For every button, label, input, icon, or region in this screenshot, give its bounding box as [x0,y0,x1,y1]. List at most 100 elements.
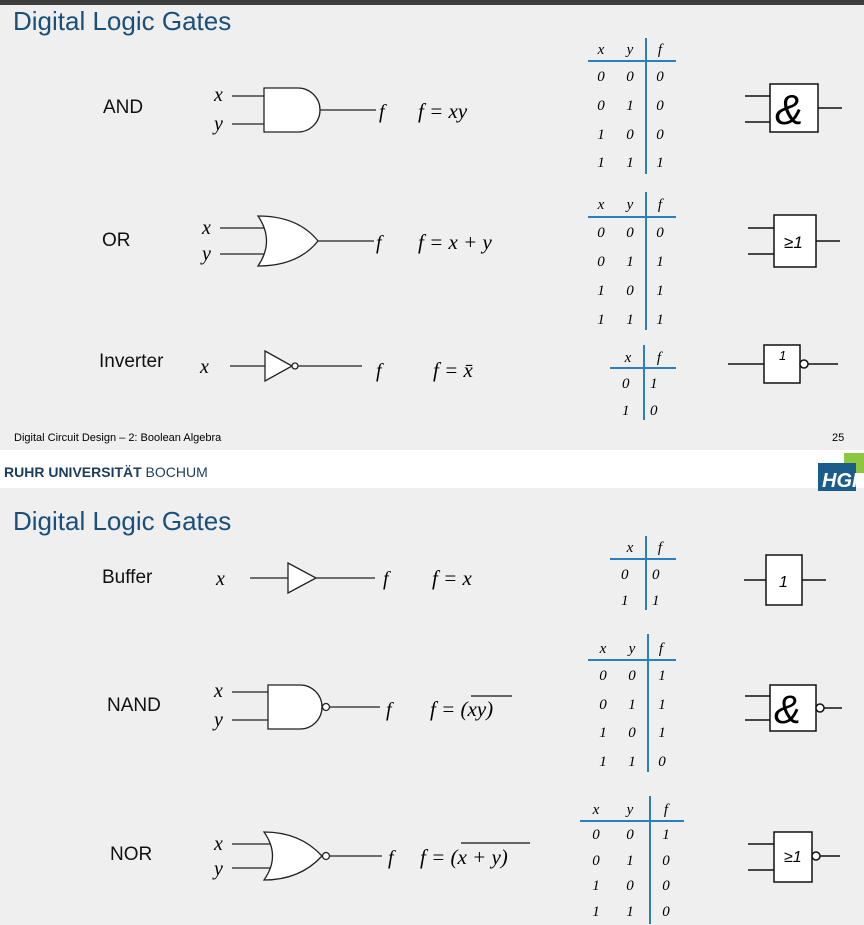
svg-text:0: 0 [626,127,634,143]
svg-text:1: 1 [626,155,634,171]
inverter-iec-symbol [728,344,838,384]
svg-text:1: 1 [592,878,600,894]
svg-text:0: 0 [656,69,664,85]
nor-gate-symbol [232,831,382,881]
svg-text:0: 0 [626,283,634,299]
slide-top-bar [0,0,864,5]
and-input-y: y [212,113,223,135]
inverter-output-f: f [376,360,384,382]
svg-text:1: 1 [626,98,634,114]
svg-text:x: x [624,350,632,366]
hgi-logo: HGI [818,453,864,492]
svg-text:y: y [627,641,636,657]
svg-text:1: 1 [656,312,664,328]
inverter-input-x: x [199,356,209,378]
slide-title: Digital Logic Gates [13,6,232,36]
gate-label-nor: NOR [110,844,153,865]
svg-text:1: 1 [599,754,607,770]
or-gate-symbol [220,215,374,267]
or-output-f: f [376,232,384,254]
inverter-gate-symbol [230,349,362,383]
svg-text:0: 0 [599,668,607,684]
university-name: RUHR UNIVERSITÄT BOCHUM [4,464,208,480]
buffer-output-f: f [383,568,391,590]
svg-text:0: 0 [650,403,658,419]
svg-text:1: 1 [626,904,634,920]
svg-text:x: x [597,197,605,213]
svg-text:0: 0 [597,225,605,241]
svg-text:0: 0 [626,827,634,843]
nand-iec-symbol [745,684,842,732]
svg-text:1: 1 [592,904,600,920]
svg-text:1: 1 [656,283,664,299]
nor-input-x: x [213,833,223,855]
svg-text:1: 1 [626,254,634,270]
svg-text:1: 1 [599,725,607,741]
svg-text:1: 1 [597,283,605,299]
svg-text:0: 0 [626,225,634,241]
svg-text:0: 0 [662,853,670,869]
and-truth-table: x y f 0 0 0 0 1 0 1 0 0 1 1 1 [588,38,676,174]
svg-text:1: 1 [628,697,636,713]
nand-input-x: x [213,680,223,702]
svg-text:y: y [625,42,634,58]
buffer-iec-label: 1 [779,574,788,591]
svg-text:0: 0 [597,254,605,270]
and-iec-label: & [775,86,803,133]
svg-text:0: 0 [656,127,664,143]
nand-output-f: f [386,699,394,721]
or-truth-table: x y f 0 0 0 0 1 1 1 0 1 1 1 1 [588,192,676,330]
svg-text:1: 1 [662,827,670,843]
svg-text:0: 0 [658,754,666,770]
buffer-iec-symbol [744,554,826,606]
or-equation: f = x + y [418,230,492,254]
svg-text:x: x [592,802,600,818]
university-header: RUHR UNIVERSITÄT BOCHUM HGI [0,450,864,492]
and-output-f: f [379,101,387,123]
buffer-equation: f = x [432,566,473,590]
svg-text:1: 1 [626,853,634,869]
svg-text:x: x [597,42,605,58]
svg-text:1: 1 [656,254,664,270]
svg-text:0: 0 [597,69,605,85]
svg-text:0: 0 [662,878,670,894]
slide1-diagram: x y f f = xy x y f f = x + y x f f = x̄ … [199,38,842,420]
slide-page-number: 25 [832,432,845,444]
slide-footer-course: Digital Circuit Design – 2: Boolean Alge… [14,432,222,444]
svg-text:0: 0 [592,853,600,869]
nor-iec-symbol [748,831,840,883]
svg-text:1: 1 [652,593,660,609]
svg-text:x: x [626,540,634,556]
and-equation: f = xy [418,99,468,123]
inverter-iec-label: 1 [779,348,786,363]
buffer-truth-table: x f 0 0 1 1 [610,536,676,610]
nand-input-y: y [212,709,223,731]
nor-truth-table: x y f 0 0 1 0 1 0 1 0 0 1 1 0 [580,796,684,924]
or-iec-label: ≥1 [784,233,803,252]
svg-text:1: 1 [597,312,605,328]
nor-input-y: y [212,858,223,880]
svg-text:1: 1 [656,155,664,171]
nand-gate-symbol [232,684,380,730]
svg-text:f: f [659,641,665,657]
svg-text:1: 1 [628,754,636,770]
slide-25: Digital Logic Gates AND OR Inverter x y … [0,0,864,450]
slide-26: RUHR UNIVERSITÄT BOCHUM HGI Digital Logi… [0,450,864,925]
svg-text:0: 0 [626,69,634,85]
svg-text:1: 1 [597,127,605,143]
svg-text:0: 0 [628,725,636,741]
gate-label-inverter: Inverter [99,351,164,372]
nor-equation: f = (x + y) [420,845,508,869]
buffer-gate-symbol [250,561,375,595]
svg-text:f: f [664,802,670,818]
svg-text:1: 1 [626,312,634,328]
svg-text:HGI: HGI [822,470,858,492]
svg-text:1: 1 [658,725,666,741]
svg-text:y: y [625,197,634,213]
svg-text:f: f [658,197,664,213]
gate-label-and: AND [103,97,144,118]
svg-text:1: 1 [621,593,629,609]
svg-text:0: 0 [662,904,670,920]
inverter-truth-table: x f 0 1 1 0 [610,345,676,420]
gate-label-or: OR [102,230,131,251]
